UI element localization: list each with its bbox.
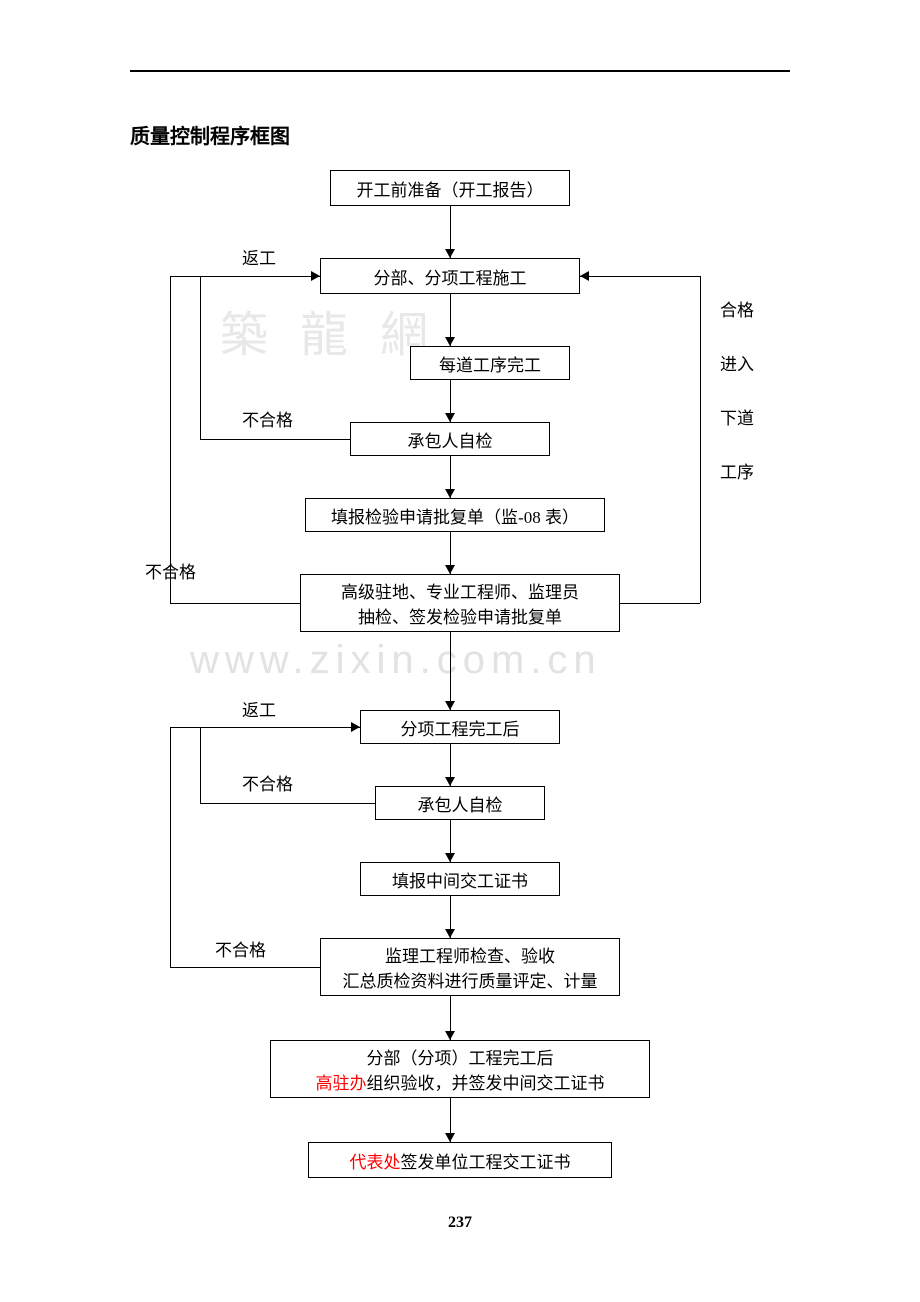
flow-node-n3: 每道工序完工 (410, 346, 570, 380)
flow-node-n6: 高级驻地、专业工程师、监理员抽检、签发检验申请批复单 (300, 574, 620, 632)
edge-n6-n7 (450, 632, 451, 710)
edge-segment (200, 803, 375, 804)
arrow-down-icon (445, 1133, 455, 1142)
page-title: 质量控制程序框图 (130, 120, 290, 149)
arrow-down-icon (445, 701, 455, 710)
arrow-down-icon (445, 565, 455, 574)
flow-node-n2: 分部、分项工程施工 (320, 258, 580, 294)
edge-segment (170, 276, 171, 603)
edge-segment (580, 276, 700, 277)
arrow-down-icon (445, 489, 455, 498)
flow-node-n10: 监理工程师检查、验收汇总质检资料进行质量评定、计量 (320, 938, 620, 996)
flow-node-n7: 分项工程完工后 (360, 710, 560, 744)
edge-segment (620, 603, 700, 604)
watermark-logo: 築 龍 網 (220, 295, 438, 365)
edge-segment (700, 276, 701, 603)
arrow-right-icon (311, 271, 320, 281)
label-l_fail3: 不合格 (242, 770, 293, 795)
watermark-url: www.zixin.com.cn (190, 638, 602, 683)
label-l_enter: 进入 (720, 350, 754, 375)
arrow-down-icon (445, 413, 455, 422)
edge-segment (200, 439, 350, 440)
edge-segment (170, 603, 300, 604)
arrow-down-icon (445, 337, 455, 346)
flow-node-n4: 承包人自检 (350, 422, 550, 456)
label-l_fail4: 不合格 (215, 936, 266, 961)
flow-node-n1: 开工前准备（开工报告） (330, 170, 570, 206)
flow-node-n8: 承包人自检 (375, 786, 545, 820)
edge-segment (200, 276, 320, 277)
label-l_next: 下道 (720, 404, 754, 429)
edge-segment (170, 967, 320, 968)
arrow-down-icon (445, 853, 455, 862)
label-l_proc: 工序 (720, 458, 754, 483)
label-l_fail1: 不合格 (242, 406, 293, 431)
arrow-down-icon (445, 1031, 455, 1040)
page-number: 237 (448, 1214, 472, 1232)
flow-node-n11: 分部（分项）工程完工后高驻办组织验收，并签发中间交工证书 (270, 1040, 650, 1098)
label-l_rework2: 返工 (242, 696, 276, 721)
arrow-right-icon (351, 722, 360, 732)
arrow-left-icon (580, 271, 589, 281)
flowchart-container: 築 龍 網 www.zixin.com.cn 开工前准备（开工报告） 分部、分项工… (130, 170, 790, 1202)
edge-segment (170, 727, 171, 967)
edge-segment (170, 727, 200, 728)
arrow-down-icon (445, 777, 455, 786)
header-divider (130, 70, 790, 72)
flow-node-n12: 代表处签发单位工程交工证书 (308, 1142, 612, 1178)
arrow-down-icon (445, 929, 455, 938)
arrow-down-icon (445, 249, 455, 258)
edge-segment (170, 276, 200, 277)
label-l_rework1: 返工 (242, 244, 276, 269)
edge-segment (200, 276, 201, 439)
edge-segment (200, 727, 360, 728)
edge-segment (200, 727, 201, 803)
label-l_pass: 合格 (720, 296, 754, 321)
flow-node-n9: 填报中间交工证书 (360, 862, 560, 896)
flow-node-n5: 填报检验申请批复单（监-08 表） (305, 498, 605, 532)
